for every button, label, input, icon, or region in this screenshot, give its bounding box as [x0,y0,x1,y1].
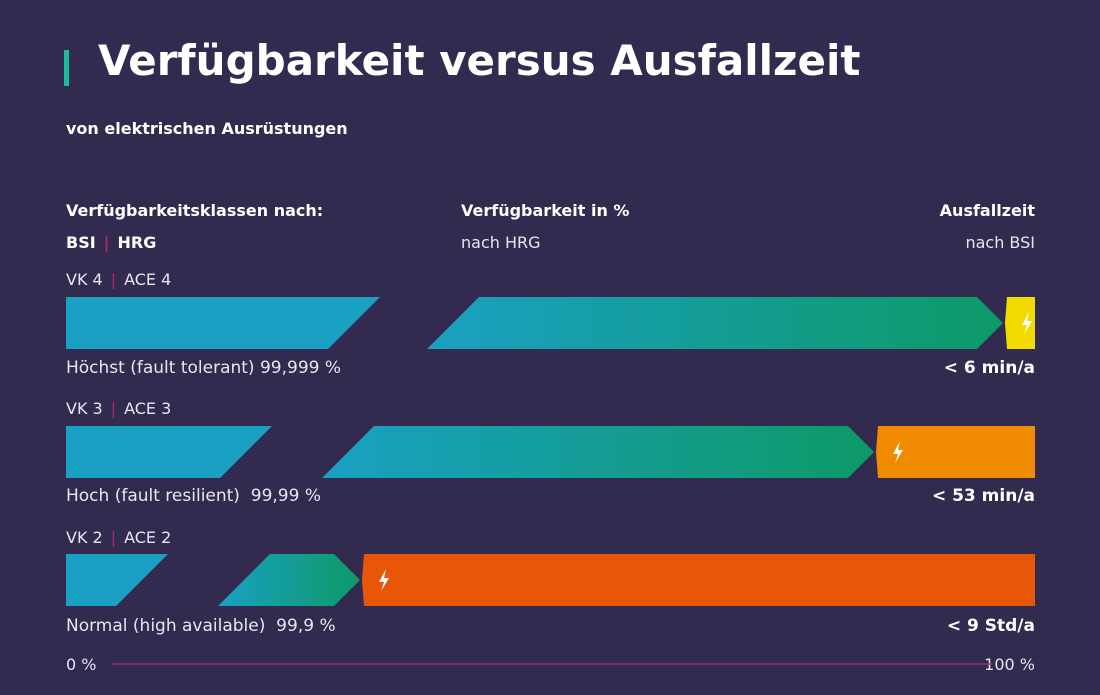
availability-bar-left [66,426,272,478]
lightning-icon [893,441,903,463]
separator: | [110,270,117,289]
row-class-label: VK 4 | ACE 4 [66,270,171,289]
bsi-hrg-header: BSI | HRG [66,233,156,252]
availability-bar-right [322,426,874,478]
availability-bar-right [218,554,360,606]
axis-min-label: 0 % [66,655,97,674]
title-accent-bar [64,50,69,86]
row-description: Höchst (fault tolerant) 99,999 % [66,358,342,378]
row-bsi: VK 2 [66,528,103,547]
row-class-label: VK 2 | ACE 2 [66,528,171,547]
row-downtime: < 53 min/a [931,486,1035,506]
availability-bar-left [66,554,168,606]
lightning-icon [379,569,389,591]
row-downtime: < 9 Std/a [946,616,1035,636]
hrg-label: HRG [117,233,157,252]
row-hrg: ACE 2 [124,528,172,547]
availability-bar-right [427,297,1003,349]
classes-header: Verfügbarkeitsklassen nach: [66,201,324,220]
downtime-subheader: nach BSI [965,233,1035,252]
downtime-bar [362,554,1035,606]
row-downtime: < 6 min/a [943,358,1035,378]
downtime-bar [1005,297,1035,349]
row-description: Hoch (fault resilient) 99,99 % [66,486,321,506]
page-subtitle: von elektrischen Ausrüstungen [66,119,348,138]
separator: | [110,399,117,418]
row-bsi: VK 4 [66,270,103,289]
page-title: Verfügbarkeit versus Ausfallzeit [98,36,861,85]
downtime-bar [876,426,1035,478]
row-bsi: VK 3 [66,399,103,418]
bsi-label: BSI [66,233,96,252]
downtime-header: Ausfallzeit [939,201,1035,220]
separator: | [110,528,117,547]
row-hrg: ACE 4 [124,270,172,289]
availability-subheader: nach HRG [461,233,541,252]
row-description: Normal (high available) 99,9 % [66,616,336,636]
availability-header: Verfügbarkeit in % [461,201,630,220]
axis-max-label: 100 % [984,655,1035,674]
lightning-icon [1022,312,1032,334]
separator: | [103,233,110,252]
row-class-label: VK 3 | ACE 3 [66,399,171,418]
availability-bar-left [66,297,380,349]
row-hrg: ACE 3 [124,399,172,418]
